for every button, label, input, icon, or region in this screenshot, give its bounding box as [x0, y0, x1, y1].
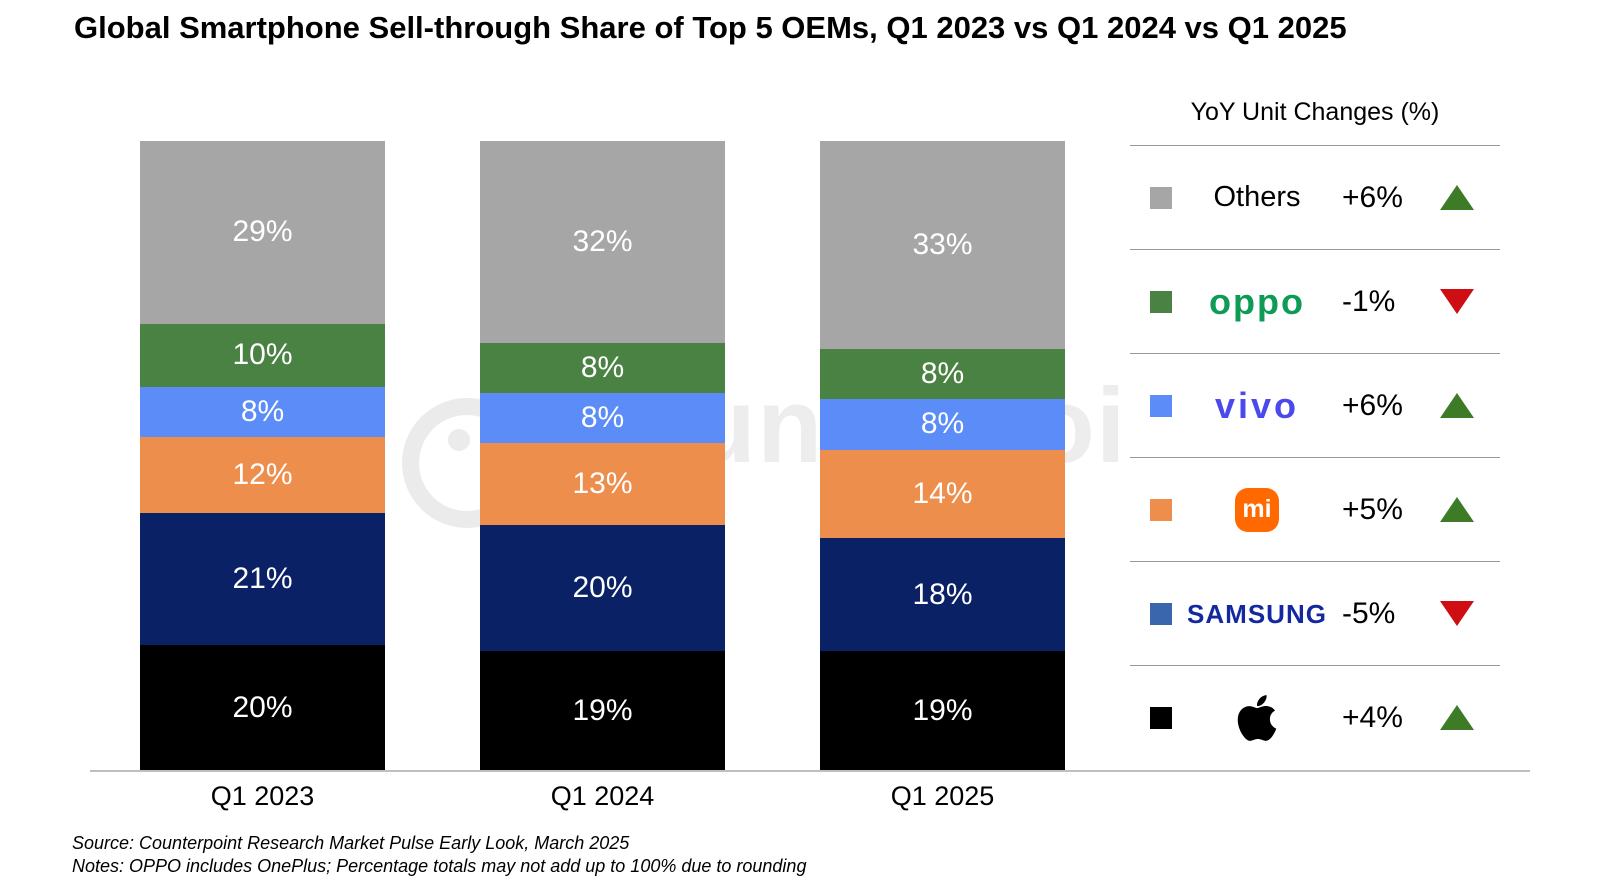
bar-segment-others: 29%: [140, 141, 385, 324]
trend-up-icon: [1440, 705, 1474, 730]
others-label: Others: [1213, 181, 1301, 213]
chart-title: Global Smartphone Sell-through Share of …: [74, 10, 1347, 45]
legend-swatch-apple: [1150, 706, 1172, 729]
trend-up-icon: [1440, 497, 1474, 522]
samsung-logo: SAMSUNG: [1187, 598, 1327, 629]
legend-title: YoY Unit Changes (%): [1130, 80, 1500, 146]
yoy-change-value: -1%: [1342, 284, 1396, 318]
bar-segment-xiaomi: 14%: [820, 449, 1065, 538]
segment-value-label: 13%: [572, 467, 633, 501]
bar-segment-samsung: 18%: [820, 537, 1065, 652]
segment-value-label: 32%: [572, 224, 633, 258]
legend-row-vivo: vivo +6%: [1130, 354, 1500, 458]
segment-value-label: 14%: [912, 476, 973, 510]
legend-swatch-xiaomi: [1150, 498, 1172, 521]
vivo-logo: vivo: [1214, 384, 1300, 426]
segment-value-label: 8%: [580, 350, 625, 384]
brand-cell: SAMSUNG: [1172, 601, 1342, 627]
bar-segment-oppo: 8%: [820, 348, 1065, 400]
x-axis-label: Q1 2025: [890, 781, 995, 811]
segment-value-label: 33%: [912, 227, 973, 261]
bars-area: 29% 10% 8% 12% 21% 20% Q1 2023 32% 8% 8% 13% 20% 19%…: [140, 141, 1065, 811]
x-axis-label: Q1 2024: [550, 781, 655, 811]
bar-segment-vivo: 8%: [820, 399, 1065, 450]
brand-cell: mi: [1172, 487, 1342, 532]
bar-column-q1-2025: 33% 8% 8% 14% 18% 19% Q1 2025: [820, 141, 1065, 811]
bar-segment-samsung: 20%: [480, 525, 725, 652]
trend-up-icon: [1440, 185, 1474, 210]
counterpoint-logo-dot-icon: [448, 429, 470, 451]
bar-segment-vivo: 8%: [480, 392, 725, 444]
trend-up-icon: [1440, 393, 1474, 418]
segment-value-label: 19%: [912, 694, 973, 728]
legend-row-oppo: oppo -1%: [1130, 250, 1500, 354]
bar-segment-vivo: 8%: [140, 386, 385, 438]
segment-value-label: 8%: [580, 401, 625, 435]
bar-segment-apple: 20%: [140, 644, 385, 771]
legend-swatch-oppo: [1150, 290, 1172, 313]
x-axis-baseline: [90, 770, 1530, 772]
notes-note: Notes: OPPO includes OnePlus; Percentage…: [72, 856, 807, 876]
segment-value-label: 8%: [920, 357, 965, 391]
segment-value-label: 10%: [232, 338, 293, 372]
segment-value-label: 18%: [912, 577, 973, 611]
legend-row-xiaomi: mi +5%: [1130, 458, 1500, 562]
legend-panel: YoY Unit Changes (%) Others +6% oppo -1% viv…: [1130, 80, 1500, 769]
bar-segment-oppo: 10%: [140, 323, 385, 387]
bar-segment-xiaomi: 12%: [140, 437, 385, 513]
legend-swatch-samsung: [1150, 602, 1172, 625]
oppo-logo: oppo: [1209, 280, 1305, 322]
trend-down-icon: [1440, 289, 1474, 314]
bar-segment-apple: 19%: [480, 651, 725, 771]
brand-cell: oppo: [1172, 280, 1342, 322]
source-note: Source: Counterpoint Research Market Pul…: [72, 833, 630, 853]
yoy-change-value: +5%: [1342, 492, 1403, 526]
bar-segment-xiaomi: 13%: [480, 443, 725, 526]
segment-value-label: 8%: [920, 407, 965, 441]
segment-value-label: 19%: [572, 694, 633, 728]
brand-cell: Others: [1172, 181, 1342, 214]
yoy-change-value: -5%: [1342, 596, 1396, 630]
segment-value-label: 12%: [232, 457, 293, 491]
yoy-change-value: +6%: [1342, 388, 1403, 422]
bar-segment-oppo: 8%: [480, 342, 725, 393]
brand-cell: vivo: [1172, 384, 1342, 426]
brand-cell: [1172, 690, 1342, 746]
footer-notes: Source: Counterpoint Research Market Pul…: [72, 832, 806, 878]
bar-column-q1-2024: 32% 8% 8% 13% 20% 19% Q1 2024: [480, 141, 725, 811]
trend-down-icon: [1440, 601, 1474, 626]
bar-column-q1-2023: 29% 10% 8% 12% 21% 20% Q1 2023: [140, 141, 385, 811]
segment-value-label: 8%: [240, 394, 285, 428]
bar-segment-others: 33%: [820, 141, 1065, 349]
yoy-change-value: +6%: [1342, 180, 1403, 214]
x-axis-label: Q1 2023: [210, 781, 315, 811]
bar-segment-others: 32%: [480, 141, 725, 343]
legend-rows: Others +6% oppo -1% vivo +6% mi +5% SAMSUNG -5% +4…: [1130, 146, 1500, 769]
segment-value-label: 21%: [232, 561, 293, 595]
legend-swatch-vivo: [1150, 394, 1172, 417]
xiaomi-mi-logo: mi: [1235, 487, 1279, 532]
legend-swatch-others: [1150, 186, 1172, 209]
bar-segment-apple: 19%: [820, 651, 1065, 771]
legend-row-others: Others +6%: [1130, 146, 1500, 250]
apple-logo-icon: [1233, 690, 1281, 746]
segment-value-label: 29%: [232, 215, 293, 249]
segment-value-label: 20%: [572, 571, 633, 605]
legend-row-samsung: SAMSUNG -5%: [1130, 562, 1500, 666]
yoy-change-value: +4%: [1342, 700, 1403, 734]
bar-segment-samsung: 21%: [140, 512, 385, 645]
xiaomi-mi-logo-text: mi: [1242, 495, 1272, 523]
legend-row-apple: +4%: [1130, 666, 1500, 769]
segment-value-label: 20%: [232, 690, 293, 724]
